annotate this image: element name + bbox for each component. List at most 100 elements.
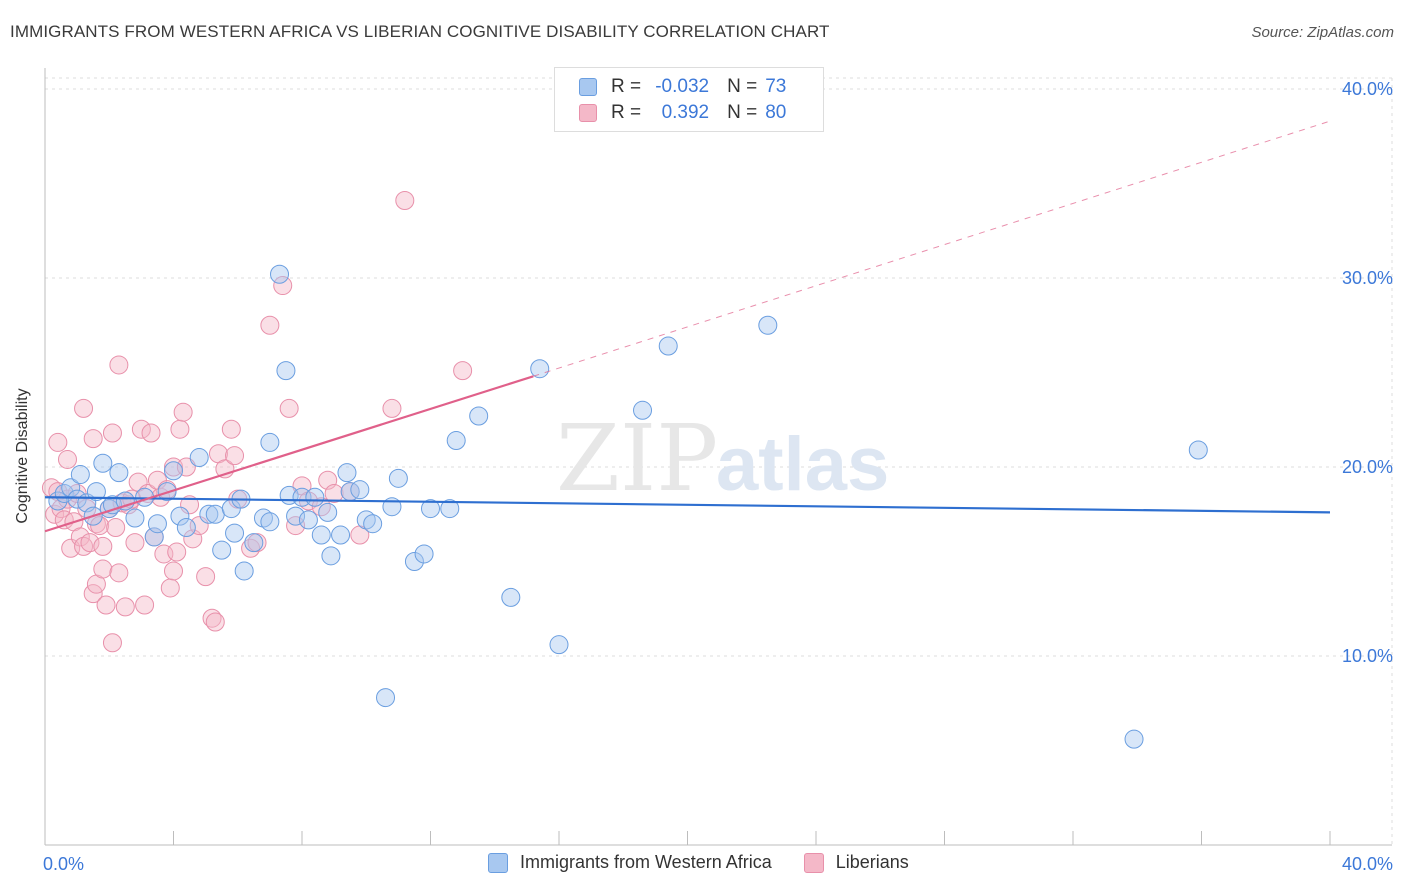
data-point-western-africa [658,336,678,356]
data-point-liberians [176,457,196,477]
data-point-western-africa [414,544,434,564]
series-liberians [41,191,473,653]
data-point-liberians [106,517,126,537]
data-point-western-africa [376,688,396,708]
legend-r-label: R = [611,76,642,97]
data-point-western-africa [388,468,408,488]
data-point-western-africa [1188,440,1208,460]
data-point-western-africa [176,517,196,537]
data-point-liberians [382,398,402,418]
data-point-liberians [102,423,122,443]
legend-n-value: 73 [765,76,787,97]
trend-line-western-africa [44,496,1331,514]
data-point-western-africa [199,504,219,524]
x-tick-label: 40.0% [1342,854,1393,874]
data-point-western-africa [321,546,341,566]
legend-swatch-blue [488,852,508,873]
data-point-liberians [260,315,280,335]
data-point-western-africa [115,491,135,511]
data-point-western-africa [758,315,778,335]
legend-n-label: N = [727,102,758,123]
data-point-western-africa [170,506,190,526]
y-tick-label: 40.0% [1342,79,1393,99]
data-point-western-africa [549,635,569,655]
data-point-western-africa [356,510,376,530]
data-point-western-africa [93,453,113,473]
data-point-liberians [109,355,129,375]
data-point-western-africa [147,514,167,534]
data-point-liberians [453,361,473,381]
data-point-western-africa [350,480,370,500]
data-point-liberians [51,499,71,519]
y-tick-label: 30.0% [1342,268,1393,288]
data-point-liberians [102,633,122,653]
data-point-liberians [90,516,110,536]
y-tick-label: 20.0% [1342,457,1393,477]
data-point-western-africa [276,361,296,381]
data-point-liberians [93,559,113,579]
data-point-liberians [202,608,222,628]
data-point-liberians [225,446,245,466]
data-point-western-africa [109,463,129,483]
data-point-western-africa [337,463,357,483]
legend-item-western-africa[interactable]: Immigrants from Western Africa [488,852,772,873]
legend-n-label: N = [727,76,758,97]
data-point-western-africa [86,482,106,502]
data-point-western-africa [189,448,209,468]
legend-n-value: 80 [765,102,787,123]
data-point-western-africa [253,508,273,528]
data-point-liberians [96,595,116,615]
data-point-western-africa [164,461,183,481]
legend-swatch-blue [579,78,597,96]
data-point-western-africa [225,523,245,543]
data-point-liberians [48,432,68,452]
data-point-liberians [74,536,94,556]
data-point-western-africa [530,359,550,379]
x-tick-label: 0.0% [43,854,84,874]
data-point-western-africa [270,264,290,284]
data-point-western-africa [633,400,653,420]
data-point-liberians [141,423,161,443]
data-point-liberians [57,449,77,469]
data-point-liberians [93,536,113,556]
data-point-western-africa [501,587,521,607]
data-point-western-africa [469,406,489,426]
legend-label: Immigrants from Western Africa [520,852,772,872]
data-point-liberians [164,561,183,581]
data-point-liberians [115,597,135,617]
legend-r-value: -0.032 [655,76,710,97]
data-point-western-africa [331,525,351,545]
data-point-liberians [273,276,293,296]
data-point-liberians [109,563,129,583]
trend-line-liberians [44,375,534,533]
data-point-western-africa [212,540,232,560]
data-point-liberians [74,398,94,418]
source-label: Source: ZipAtlas.com [1251,24,1394,41]
data-point-western-africa [446,431,466,451]
data-point-western-africa [125,508,145,528]
watermark-zip: ZIP [556,405,718,512]
data-point-western-africa [1124,729,1144,749]
legend-row-liberians: R = 0.392 N = 80 [579,100,786,126]
data-point-western-africa [234,561,254,581]
data-point-western-africa [70,465,90,485]
data-point-western-africa [311,525,331,545]
data-point-western-africa [205,504,225,524]
y-axis-label: Cognitive Disability [14,388,31,524]
data-point-western-africa [286,506,306,526]
data-point-liberians [80,533,100,553]
data-point-western-africa [421,499,440,519]
data-point-liberians [395,191,415,211]
data-point-liberians [135,595,155,615]
data-point-liberians [279,398,299,418]
legend-swatch-pink [803,852,824,873]
data-point-liberians [57,489,77,509]
data-point-liberians [131,419,151,439]
legend-swatch-pink [579,104,597,122]
legend-item-liberians[interactable]: Liberians [803,852,909,873]
data-point-western-africa [298,510,318,530]
data-point-western-africa [244,533,264,553]
data-point-liberians [167,542,187,562]
legend-r-label: R = [611,102,642,123]
